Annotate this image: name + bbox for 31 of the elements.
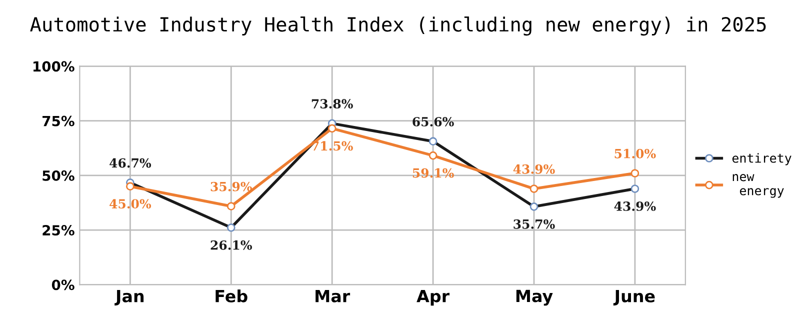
y-tick-label: 100% — [34, 61, 74, 72]
point — [126, 182, 134, 191]
y-tick-label: 0% — [52, 280, 74, 290]
y-tick-label: 50% — [42, 170, 74, 181]
data-label: 26.1% — [210, 240, 252, 250]
data-label: 59.1% — [412, 168, 454, 178]
data-label: 45.0% — [110, 199, 152, 209]
x-tick-label: Mar — [316, 290, 350, 302]
data-label: 73.8% — [312, 99, 353, 109]
point — [530, 184, 538, 193]
point — [630, 169, 640, 178]
x-tick-label: May — [516, 290, 553, 306]
point — [328, 124, 336, 133]
y-tick-label: 75% — [42, 116, 74, 126]
data-label: 35.9% — [210, 182, 252, 192]
legend-label: new energy — [732, 174, 784, 198]
data-label: 35.7% — [514, 219, 555, 229]
legend-label: entirety — [732, 153, 792, 166]
y-tick-label: 25% — [42, 225, 74, 236]
data-label: 43.9% — [614, 201, 656, 211]
data-label: 51.0% — [614, 148, 656, 158]
point — [428, 151, 438, 160]
x-tick-label: Feb — [216, 290, 248, 302]
x-tick-label: Jan — [114, 290, 144, 306]
data-label: 43.9% — [513, 164, 555, 174]
chart-title: Automotive Industry Health Index (including new energy) in 2025 — [30, 16, 766, 36]
point — [226, 202, 236, 210]
data-label: 65.6% — [412, 116, 454, 126]
data-label: 46.7% — [110, 158, 152, 168]
x-tick-label: Apr — [416, 290, 450, 306]
x-tick-label: June — [613, 290, 655, 306]
